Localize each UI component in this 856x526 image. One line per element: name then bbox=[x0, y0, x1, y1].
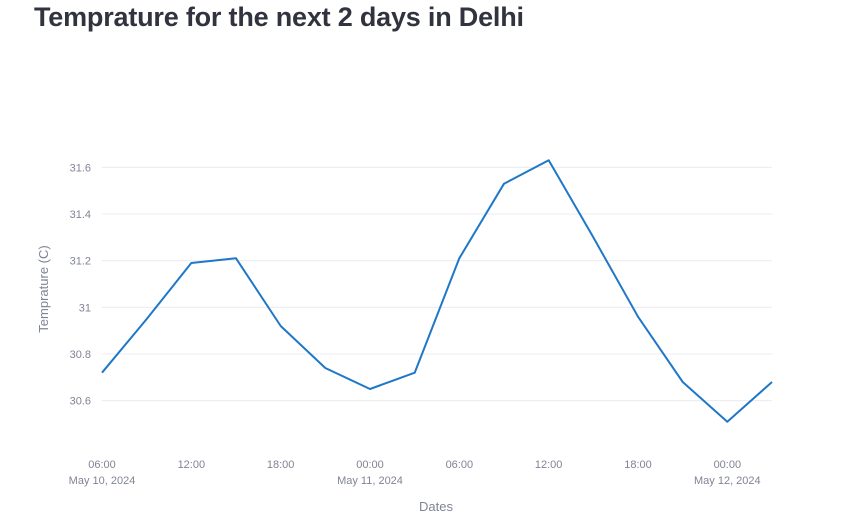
y-tick-label: 30.8 bbox=[70, 349, 91, 361]
x-tick-label: 12:00 bbox=[535, 459, 563, 471]
x-axis-title: Dates bbox=[419, 499, 453, 514]
x-tick-label: 00:00 bbox=[714, 459, 742, 471]
x-axis-ticks: 06:00 May 10, 2024 12:00 18:00 00:00 May 11, … bbox=[69, 459, 761, 487]
x-tick-date-label: May 10, 2024 bbox=[69, 475, 136, 487]
y-axis-ticks: 30.6 30.8 31 31.2 31.4 31.6 bbox=[70, 162, 91, 407]
x-tick-label: 06:00 bbox=[88, 459, 116, 471]
x-tick-date-label: May 12, 2024 bbox=[694, 475, 761, 487]
y-axis-title: Temprature (C) bbox=[36, 245, 51, 332]
x-tick-label: 18:00 bbox=[624, 459, 652, 471]
y-tick-label: 31.6 bbox=[70, 162, 91, 174]
y-tick-label: 30.6 bbox=[70, 396, 91, 408]
page-title: Temprature for the next 2 days in Delhi bbox=[34, 2, 524, 32]
x-tick-label: 06:00 bbox=[446, 459, 474, 471]
x-tick-label: 00:00 bbox=[356, 459, 384, 471]
x-tick-label: 12:00 bbox=[178, 459, 206, 471]
x-tick-date-label: May 11, 2024 bbox=[337, 475, 403, 487]
x-tick-label: 18:00 bbox=[267, 459, 295, 471]
temperature-series-line[interactable] bbox=[101, 159, 773, 423]
y-tick-label: 31 bbox=[79, 302, 91, 314]
y-tick-label: 31.4 bbox=[70, 209, 91, 221]
y-tick-label: 31.2 bbox=[70, 256, 91, 268]
